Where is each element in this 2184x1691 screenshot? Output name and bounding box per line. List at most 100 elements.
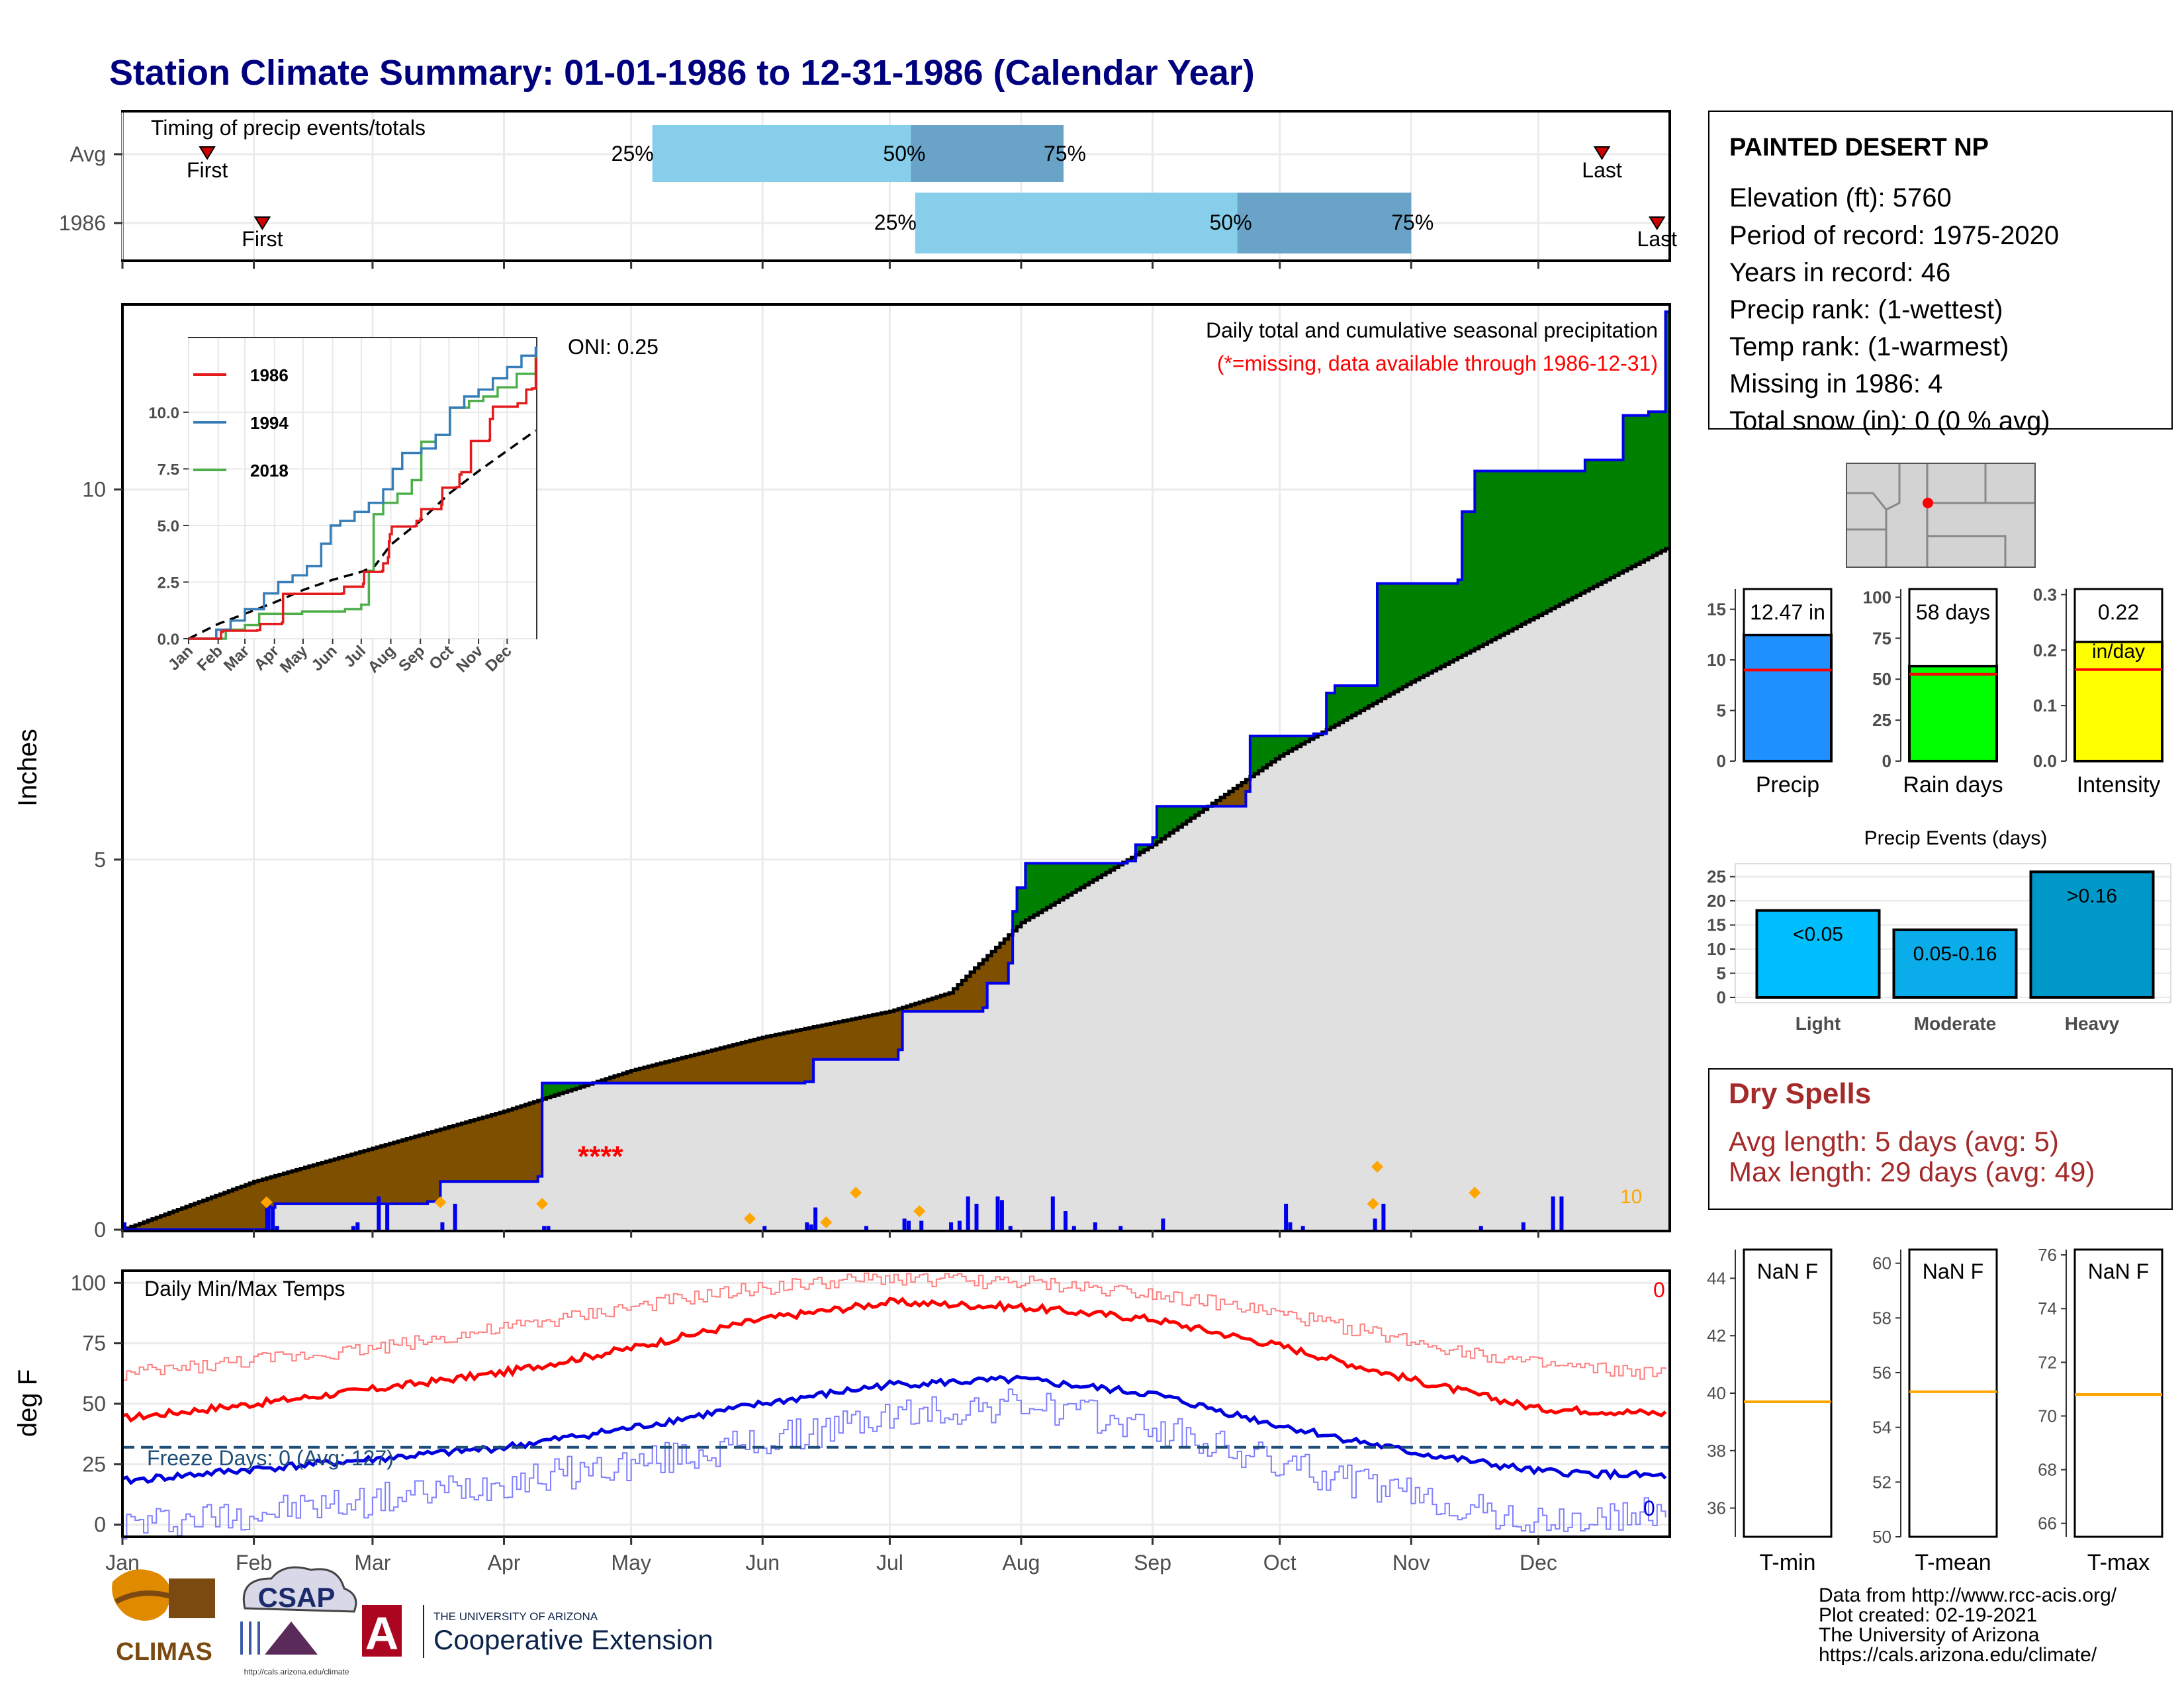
summary-bar-fill [2073,640,2163,763]
precip-panel-frame [121,303,1671,1232]
timing-avg-first-label: First [187,158,228,182]
temp-y-axis: 0 25 50 75 100 [71,1271,122,1537]
daily-precip-bar [1559,1196,1564,1230]
daily-precip-bar [805,1222,809,1230]
summary-bar-y-tick-label: 0.1 [2033,696,2057,715]
tmax-record-line [122,1272,1666,1381]
temp-box-y-tick-label: 56 [1872,1363,1891,1383]
temp-x-tick-label: Jul [876,1551,903,1575]
daily-precip-bar [907,1220,911,1230]
dry-spells-frame [1708,1068,2173,1210]
temp-box-y-tick-label: 66 [2038,1514,2057,1533]
precip-event-marker [536,1197,549,1210]
precip-event-marker [260,1196,273,1209]
temp-y-axis-label: deg F [13,1369,42,1437]
inset-y-tick-label: 0.0 [158,631,179,649]
temp-box-name: T-mean [1915,1550,1991,1575]
timing-avg-p25-label: 25% [612,142,654,165]
temp-x-tick-label: Feb [236,1551,272,1575]
dry-spells-avg: Avg length: 5 days (avg: 5) [1729,1126,2059,1157]
temp-x-tick-label: Oct [1263,1551,1297,1575]
temp-box-y-tick-label: 68 [2038,1460,2057,1480]
daily-precip-bar [440,1222,445,1230]
precip-event-category: Moderate [1914,1013,1996,1034]
annual-summary-bars: 0 5 10 15 12.47 in Precip 0 25 50 75 100 58 days Rai… [1707,584,2163,798]
station-temp-rank: Temp rank: (1-warmest) [1729,332,2009,361]
temp-box-t-min: 36 38 40 42 44 NaN F T-min [1707,1248,1833,1575]
csap-cloud-icon [242,1566,357,1613]
missing-data-marker: **** [578,1140,623,1173]
timing-1986-last-label: Last [1637,227,1678,251]
daily-precip-bar [385,1203,390,1230]
precip-event-marker [1469,1187,1481,1199]
temp-box-name: T-max [2087,1550,2150,1575]
daily-precip-bar [1551,1196,1555,1230]
summary-bar-fill [1743,633,1833,762]
csap-mountain-icon [265,1622,318,1655]
temp-x-tick-label: Nov [1392,1551,1430,1575]
timing-1986-p50-p75-bar [1237,193,1412,253]
timing-panel: Timing of precip events/totals Avg 1986 … [59,110,1678,269]
summary-bar-y-tick-label: 0.3 [2033,584,2057,604]
precip-event-bar-label: >0.16 [2067,885,2117,907]
csap-wordmark: CSAP [258,1582,336,1613]
temp-box-y-tick-label: 76 [2038,1245,2057,1265]
inset-series-1994 [189,346,537,640]
daily-precip-bar [542,1226,547,1230]
inset-y-axis: 0.0 2.5 5.0 7.5 10.0 [148,404,189,649]
timing-x-ticks [121,261,1539,269]
temperature-summary-boxes: 36 38 40 42 44 NaN F T-min 50 52 54 56 58 60 NaN F T-m… [1707,1245,2163,1575]
summary-bar-y-tick-label: 0.2 [2033,640,2057,660]
climas-wordmark: CLIMAS [116,1638,212,1666]
summary-bar-y-tick-label: 100 [1863,587,1891,607]
daily-precip-bar [762,1226,767,1230]
ua-cooperative-extension-logo: A THE UNIVERSITY OF ARIZONA Cooperative … [362,1605,713,1659]
events-y-tick-label: 0 [1717,987,1726,1007]
precip-y-axis: 0 5 10 [82,478,122,1242]
summary-bar-value-label: 0.22 [2098,600,2139,624]
precip-event-bar-moderate [1892,928,2018,999]
daily-precip-bar [351,1226,355,1230]
inset-plot-area [188,337,537,639]
daily-precip-bar [271,1207,275,1230]
precip-event-marker [820,1216,833,1228]
summary-bar-y-tick-label: 0.0 [2033,751,2057,771]
precip-x-ticks [121,1230,1539,1238]
temp-x-tick-label: Jun [745,1551,780,1575]
cumulative-precip-1986-line [122,310,1670,1231]
summary-bar-fill [1908,664,1998,763]
precip-panel: **** 10 Daily total and cumulative seaso… [13,303,1671,1242]
ua-logo-letter: A [365,1608,399,1659]
inset-legend: 1986 1994 2018 [193,365,289,480]
events-y-tick-label: 20 [1707,891,1726,911]
csap-url: http://cals.arizona.edu/climate [244,1667,349,1676]
inset-y-tick-label: 2.5 [158,574,179,592]
precip-panel-title: Daily total and cumulative seasonal prec… [1206,318,1658,342]
daily-precip-bar [1050,1196,1055,1230]
inset-legend-label-1994: 1994 [250,413,289,433]
temp-y-tick-label: 75 [82,1332,106,1355]
temp-box-t-max: 66 68 70 72 74 76 NaN F T-max [2038,1245,2163,1575]
precip-events-chart: Precip Events (days) 0 5 10 15 20 25 <0.05 Ligh… [1707,827,2171,1034]
summary-bar-frame [1743,588,1833,636]
timing-avg-p50-label: 50% [883,142,925,165]
temp-box-y-tick-label: 38 [1707,1441,1726,1461]
temp-x-tick-label: May [611,1551,651,1575]
timing-1986-last-marker [1648,216,1666,230]
summary-bar-frame [2073,588,2163,643]
footer-plot-created: Plot created: 02-19-2021 [1819,1604,2037,1626]
dry-spells-box: Dry Spells Avg length: 5 days (avg: 5) M… [1708,1068,2173,1210]
freeze-days-label: Freeze Days: 0 (Avg: 127) [147,1446,394,1470]
station-period: Period of record: 1975-2020 [1729,221,2059,250]
tmax-count: 0 [1653,1278,1665,1302]
station-missing: Missing in 1986: 4 [1729,369,1942,398]
summary-bar-y-tick-label: 0 [1882,751,1891,771]
summary-bar-y-tick-label: 50 [1872,669,1891,689]
timing-label: Timing of precip events/totals [151,116,426,140]
page-title: Station Climate Summary: 01-01-1986 to 1… [109,53,1255,93]
daily-precip-bar [949,1222,954,1230]
summary-bar-y-tick-label: 10 [1707,650,1726,670]
temp-box-value-label: NaN F [2088,1259,2149,1283]
precip-event-marker [850,1187,862,1199]
